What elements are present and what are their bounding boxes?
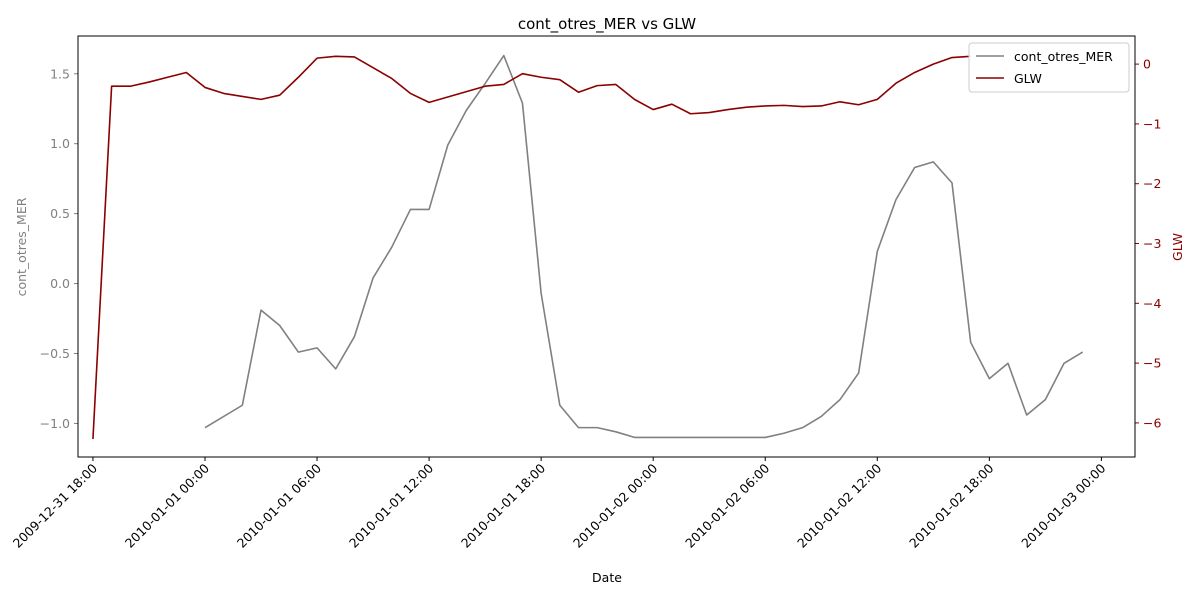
plot-frame	[77, 35, 1136, 458]
y-left-tick-label: −0.5	[40, 346, 70, 361]
chart-title: cont_otres_MER vs GLW	[518, 15, 696, 34]
y-axis-right-title: GLW	[1170, 233, 1185, 261]
y-right-tick-label: 0	[1143, 57, 1151, 72]
y-left-tick-label: 0.0	[50, 276, 70, 291]
y-right-tick-label: −1	[1143, 116, 1161, 131]
legend-label-cont-otres-mer: cont_otres_MER	[1014, 49, 1113, 64]
y-axis-left-title: cont_otres_MER	[14, 197, 29, 296]
legend-label-glw: GLW	[1014, 71, 1042, 86]
y-right-tick-label: −4	[1143, 296, 1161, 311]
y-left-tick-label: 1.0	[50, 136, 70, 151]
y-right-tick-label: −6	[1143, 415, 1161, 430]
legend-box	[968, 42, 1130, 93]
y-right-tick-label: −3	[1143, 236, 1161, 251]
legend: cont_otres_MER GLW	[968, 42, 1130, 93]
y-left-tick-label: 1.5	[50, 66, 70, 81]
y-right-tick-label: −5	[1143, 356, 1161, 371]
series-line-glw	[92, 55, 971, 440]
x-axis-title: Date	[592, 570, 622, 585]
series-layer	[92, 54, 1084, 440]
y-left-tick-label: −1.0	[40, 416, 70, 431]
series-line-cont-otres-mer	[204, 54, 1084, 439]
y-right-tick-label: −2	[1143, 176, 1161, 191]
y-left-tick-label: 0.5	[50, 206, 70, 221]
